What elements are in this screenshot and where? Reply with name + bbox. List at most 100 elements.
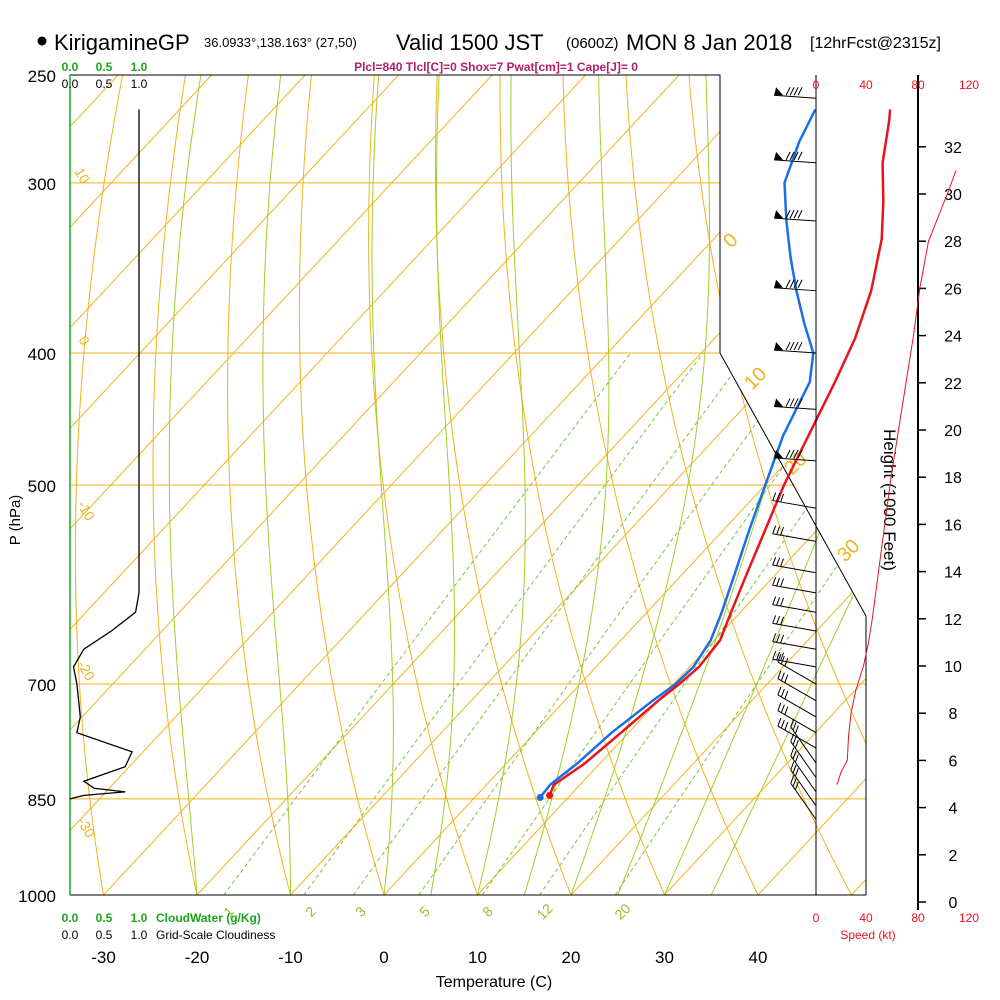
pressure-tick-label: 850 (28, 791, 56, 810)
valid-time: Valid 1500 JST (396, 30, 544, 55)
wind-barb (772, 633, 817, 650)
barb-feather (776, 597, 781, 606)
station-dot-icon (37, 36, 47, 46)
barb-feather (789, 279, 795, 288)
frame-outline (70, 74, 867, 895)
wind-barb (790, 718, 817, 764)
barb-feather (797, 151, 803, 161)
moist-adiabat-line (523, 75, 610, 895)
dewpoint-surface-point (536, 793, 544, 801)
height-tick-label: 28 (944, 234, 962, 251)
barb-feather (784, 690, 789, 700)
dry-adiabat-line (814, 75, 866, 895)
isotherm-line (757, 75, 866, 895)
barb-feather (772, 596, 777, 605)
barb-feather (776, 651, 781, 661)
barb-flag (774, 87, 784, 96)
barb-shaft (772, 622, 817, 632)
height-tick-label: 20 (944, 423, 962, 440)
forecast-date: MON 8 Jan 2018 (626, 30, 792, 55)
barb-feather (784, 674, 789, 683)
pressure-tick-label: 250 (28, 67, 56, 86)
barb-shaft (790, 726, 817, 764)
barb-shaft (772, 641, 817, 650)
barb-feather (792, 736, 797, 746)
barb-feather (785, 279, 791, 288)
wind-speed-bottom-tick: 120 (959, 911, 979, 925)
barb-shaft (772, 564, 817, 574)
barb-feather (780, 597, 785, 607)
isotherm-line (70, 75, 399, 895)
barb-feather (776, 493, 781, 502)
wind-barb (772, 525, 817, 542)
forecast-run: [12hrFcst@2315z] (810, 35, 941, 52)
barb-flag (774, 210, 784, 219)
moist-adiabat-line (371, 75, 394, 895)
mixing-ratio-label: 5 (416, 903, 433, 920)
height-tick-label: 0 (949, 895, 958, 912)
mixing-ratio-label: 3 (352, 903, 369, 920)
cloudiness-bottom-tick: 0.0 (62, 928, 79, 942)
wind-speed-bottom-tick: 0 (813, 911, 820, 925)
isotherm-line (0, 75, 25, 895)
cloudwater-top-tick: 0.0 (62, 60, 79, 74)
cloudwater-bottom-tick: 1.0 (131, 911, 148, 925)
wind-speed-top-tick: 0 (813, 78, 820, 92)
barb-feather (785, 87, 791, 96)
cloudiness-top-tick: 0.0 (62, 77, 79, 91)
barb-feather (793, 151, 799, 161)
wind-speed-profile-line (836, 170, 957, 785)
barb-feather (776, 526, 781, 535)
wind-barb (772, 577, 817, 594)
zulu-time: (0600Z) (566, 35, 619, 52)
cloudiness-bottom-tick: 1.0 (131, 928, 148, 942)
temperature-axis-label: Temperature (C) (436, 974, 552, 991)
barb-feather (776, 577, 781, 587)
moist-adiabat-line (262, 75, 291, 895)
barb-flag (774, 151, 784, 160)
barb-feather (792, 778, 797, 787)
barb-feather (793, 209, 799, 219)
temperature-tick-label: 0 (379, 948, 388, 967)
dry-adiabat-line (499, 75, 665, 895)
barb-shaft (772, 584, 817, 594)
temperature-tick-label: -20 (185, 948, 210, 967)
barb-feather (780, 719, 785, 729)
cloudwater-top-tick: 1.0 (131, 60, 148, 74)
wind-barb (777, 702, 817, 734)
barb-feather (772, 556, 777, 566)
barb-shaft (772, 604, 817, 613)
barb-feather (797, 87, 803, 96)
cloudwater-top-tick: 0.5 (96, 60, 113, 74)
barb-feather (794, 739, 799, 749)
dry-adiabat-line (562, 75, 759, 895)
height-tick-label: 10 (944, 659, 962, 676)
barb-feather (793, 87, 799, 96)
barb-shaft (777, 725, 817, 749)
height-tick-label: 22 (944, 376, 962, 393)
barb-feather (794, 768, 799, 777)
barb-feather (776, 557, 781, 567)
height-tick-label: 8 (949, 706, 958, 723)
height-tick-label: 26 (944, 281, 962, 298)
barb-feather (789, 87, 795, 96)
height-tick-label: 2 (949, 848, 958, 865)
sounding-profiles (536, 108, 892, 801)
wind-barb (772, 556, 817, 574)
wind-barb (777, 717, 817, 749)
mixing-ratio-line (352, 352, 749, 895)
moist-adiabat-line (168, 75, 202, 895)
barb-shaft (774, 94, 817, 99)
wind-barb (790, 761, 817, 807)
cloudwater-bottom-tick: 0.0 (62, 911, 79, 925)
temperature-tick-label: 30 (655, 948, 674, 967)
pressure-tick-label: 300 (28, 175, 56, 194)
barb-feather (790, 747, 795, 757)
mixing-ratio-label: 8 (479, 903, 496, 920)
temperature-tick-label: 40 (749, 948, 768, 967)
barb-feather (780, 558, 785, 567)
mixing-ratio-label: 20 (611, 900, 633, 922)
barb-feather (797, 449, 803, 459)
wind-barb (774, 449, 817, 462)
wind-barb (774, 87, 817, 99)
